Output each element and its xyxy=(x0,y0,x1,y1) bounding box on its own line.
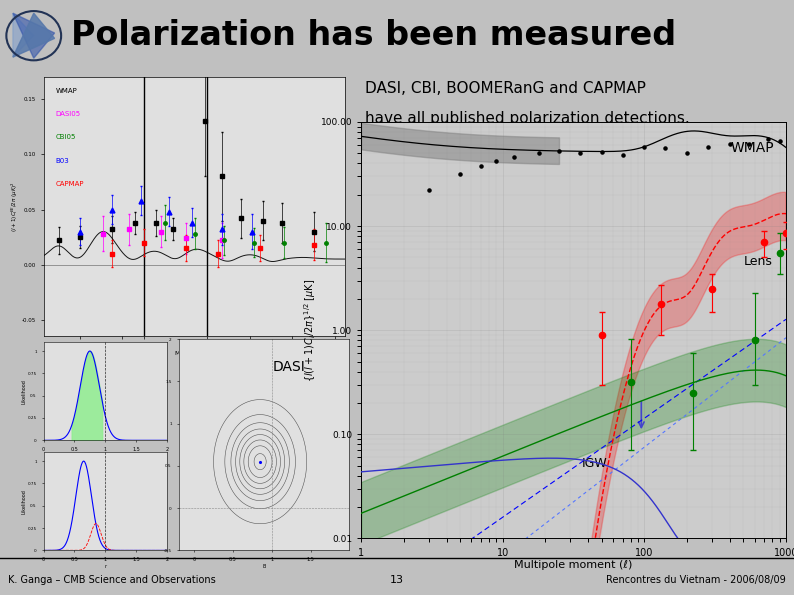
Point xyxy=(454,169,467,178)
X-axis label: B: B xyxy=(262,563,266,569)
Point xyxy=(616,151,629,160)
Point xyxy=(490,156,503,166)
Text: 13: 13 xyxy=(390,575,404,585)
Text: Lens: Lens xyxy=(743,255,773,268)
Point xyxy=(659,143,672,153)
Point xyxy=(507,152,520,162)
Text: CBI05: CBI05 xyxy=(56,134,76,140)
Text: B03: B03 xyxy=(56,158,70,164)
Point xyxy=(638,142,651,151)
Point xyxy=(553,146,565,155)
Point xyxy=(596,147,608,156)
Polygon shape xyxy=(13,13,55,57)
Point xyxy=(533,149,545,158)
Text: WMAP: WMAP xyxy=(730,141,774,155)
Text: Polarization has been measured: Polarization has been measured xyxy=(71,19,676,52)
Text: Rencontres du Vietnam - 2006/08/09: Rencontres du Vietnam - 2006/08/09 xyxy=(607,575,786,585)
Text: DASI, CBI, BOOMERanG and CAPMAP: DASI, CBI, BOOMERanG and CAPMAP xyxy=(365,81,646,96)
Text: WMAP: WMAP xyxy=(56,87,78,93)
Text: K. Ganga – CMB Science and Observations: K. Ganga – CMB Science and Observations xyxy=(8,575,216,585)
Text: DASI05: DASI05 xyxy=(56,111,81,117)
X-axis label: Multipole moment (ℓ): Multipole moment (ℓ) xyxy=(515,560,633,570)
Point xyxy=(701,142,714,151)
Y-axis label: $\{ l(l+1) C_l / 2\pi \}^{1/2}\ [\mu\mathrm{K}]$: $\{ l(l+1) C_l / 2\pi \}^{1/2}\ [\mu\mat… xyxy=(302,278,318,382)
Polygon shape xyxy=(13,13,33,57)
Point xyxy=(723,139,736,148)
Point xyxy=(680,149,693,158)
Y-axis label: $(l+1)C_l^{EE}/2\pi\ (\mu K)^2$: $(l+1)C_l^{EE}/2\pi\ (\mu K)^2$ xyxy=(10,181,21,232)
Text: DASI: DASI xyxy=(272,360,305,374)
Point xyxy=(773,137,786,146)
Y-axis label: Likelihood: Likelihood xyxy=(21,379,26,403)
Text: CAPMAP: CAPMAP xyxy=(56,181,84,187)
X-axis label: r: r xyxy=(104,563,106,569)
Point xyxy=(475,161,488,171)
X-axis label: r: r xyxy=(104,453,106,459)
Point xyxy=(422,186,435,195)
Point xyxy=(743,140,756,149)
Y-axis label: Likelihood: Likelihood xyxy=(21,489,26,513)
Text: IGW: IGW xyxy=(582,457,608,470)
Text: have all published polarization detections.: have all published polarization detectio… xyxy=(365,111,690,126)
Point xyxy=(573,149,586,158)
Point xyxy=(762,134,775,144)
X-axis label: Multipole (ℓ): Multipole (ℓ) xyxy=(175,350,214,356)
Polygon shape xyxy=(13,13,55,58)
